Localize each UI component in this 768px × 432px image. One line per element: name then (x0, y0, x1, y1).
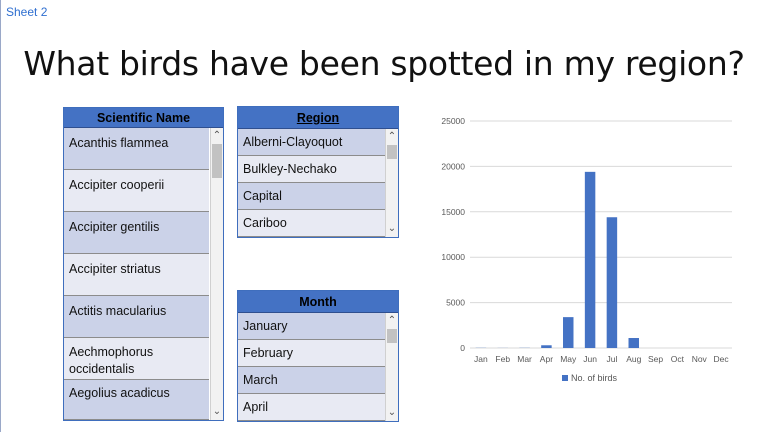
scientific-name-slicer[interactable]: Scientific Name Acanthis flammea Accipit… (63, 107, 224, 421)
chart-legend: No. of birds (562, 373, 617, 383)
list-item[interactable]: February (238, 340, 385, 367)
list-item[interactable]: Capital (238, 183, 385, 210)
bar-jun (584, 171, 596, 348)
x-tick-label: Jan (474, 354, 488, 364)
list-item[interactable]: April (238, 394, 385, 421)
bar-jul (606, 217, 618, 348)
scrollbar-thumb[interactable] (387, 329, 397, 343)
chart-plot: 0 5000 10000 15000 20000 25000 Jan Feb Mar Apr May… (441, 116, 732, 364)
y-tick-label: 0 (460, 343, 465, 353)
x-tick-label: Aug (626, 354, 641, 364)
x-tick-label: Apr (540, 354, 553, 364)
bar-apr (541, 345, 552, 348)
month-list: January February March April (238, 313, 385, 421)
scrollbar-thumb[interactable] (387, 145, 397, 159)
scrollbar-thumb[interactable] (212, 144, 222, 178)
scientific-name-list: Acanthis flammea Accipiter cooperii Acci… (64, 128, 209, 420)
month-header: Month (238, 291, 398, 313)
legend-label: No. of birds (571, 373, 618, 383)
chevron-up-icon[interactable]: ⌃ (387, 315, 397, 326)
bar-aug (628, 338, 639, 348)
x-tick-label: May (560, 354, 577, 364)
month-scrollbar[interactable]: ⌃ ⌄ (385, 313, 398, 421)
y-tick-label: 10000 (441, 252, 465, 262)
x-tick-label: Jun (583, 354, 597, 364)
list-item[interactable]: Actitis macularius (64, 296, 209, 338)
x-tick-label: Jul (606, 354, 617, 364)
bar-may (563, 317, 574, 348)
list-item[interactable]: Aechmophorus occidentalis (64, 338, 209, 380)
x-tick-label: Sep (648, 354, 663, 364)
list-item[interactable]: Alberni-Clayoquot (238, 129, 385, 156)
list-item[interactable]: Accipiter gentilis (64, 212, 209, 254)
chevron-down-icon[interactable]: ⌄ (387, 407, 397, 418)
x-tick-label: Feb (495, 354, 510, 364)
x-tick-label: Mar (517, 354, 532, 364)
month-slicer[interactable]: Month January February March April ⌃ ⌄ (237, 290, 399, 422)
region-header: Region (238, 107, 398, 129)
chevron-down-icon[interactable]: ⌄ (212, 406, 222, 417)
chevron-down-icon[interactable]: ⌄ (387, 223, 397, 234)
legend-swatch (562, 375, 568, 381)
list-item[interactable]: Accipiter striatus (64, 254, 209, 296)
region-slicer[interactable]: Region Alberni-Clayoquot Bulkley-Nechako… (237, 106, 399, 238)
y-tick-label: 15000 (441, 207, 465, 217)
region-scrollbar[interactable]: ⌃ ⌄ (385, 129, 398, 237)
scientific-name-scrollbar[interactable]: ⌃ ⌄ (210, 128, 223, 420)
list-item[interactable]: Aegolius acadicus (64, 380, 209, 420)
list-item[interactable]: March (238, 367, 385, 394)
sheet-tab[interactable]: Sheet 2 (6, 5, 48, 19)
list-item[interactable]: Acanthis flammea (64, 128, 209, 170)
scientific-name-header: Scientific Name (64, 108, 223, 128)
window-border (0, 0, 1, 432)
list-item[interactable]: Bulkley-Nechako (238, 156, 385, 183)
page-title: What birds have been spotted in my regio… (23, 44, 745, 83)
list-item[interactable]: January (238, 313, 385, 340)
y-tick-label: 20000 (441, 161, 465, 171)
y-tick-label: 5000 (446, 298, 465, 308)
list-item[interactable]: Accipiter cooperii (64, 170, 209, 212)
list-item[interactable]: Cariboo (238, 210, 385, 237)
chevron-up-icon[interactable]: ⌃ (212, 130, 222, 141)
x-tick-label: Dec (714, 354, 730, 364)
birds-by-month-chart: 0 5000 10000 15000 20000 25000 Jan Feb Mar Apr May… (430, 112, 740, 402)
y-tick-label: 25000 (441, 116, 465, 126)
region-list: Alberni-Clayoquot Bulkley-Nechako Capita… (238, 129, 385, 237)
chevron-up-icon[interactable]: ⌃ (387, 131, 397, 142)
x-tick-label: Nov (692, 354, 708, 364)
x-tick-label: Oct (671, 354, 685, 364)
